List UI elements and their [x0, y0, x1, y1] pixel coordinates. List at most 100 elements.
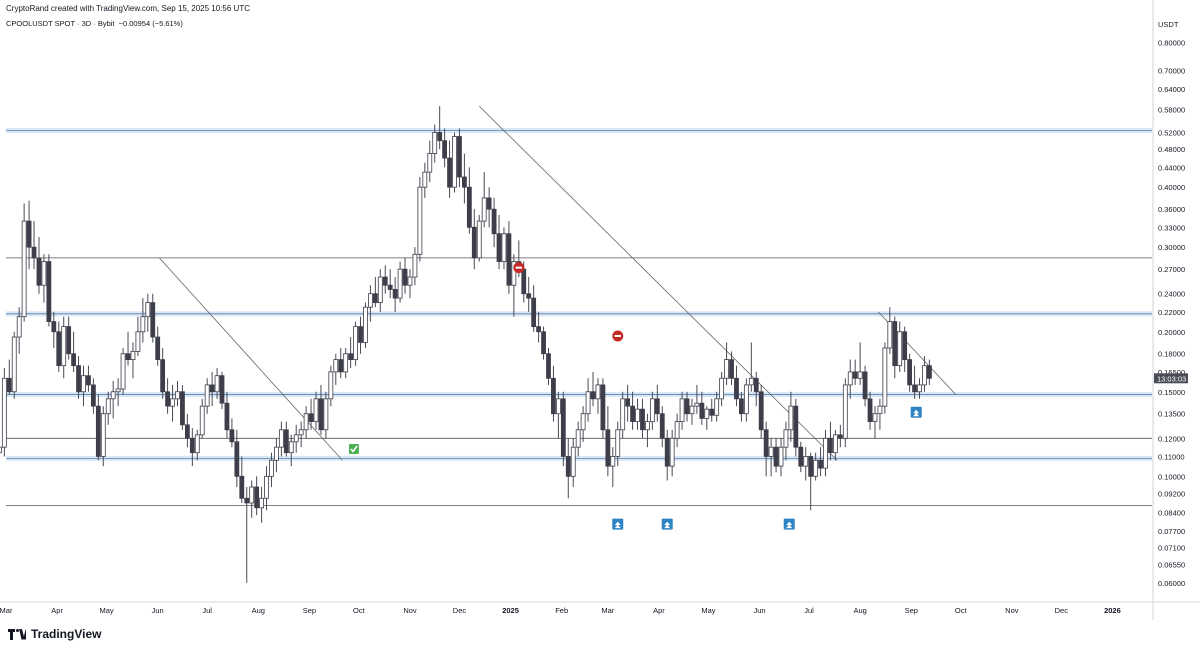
candle-body[interactable]: [288, 441, 294, 454]
candle-body[interactable]: [620, 398, 626, 431]
candle-body[interactable]: [36, 257, 42, 286]
candle-body[interactable]: [194, 434, 200, 454]
candle-body[interactable]: [837, 434, 843, 439]
candle-body[interactable]: [387, 284, 393, 290]
no-entry-icon[interactable]: [513, 262, 525, 274]
candle-body[interactable]: [679, 398, 685, 423]
candle-body[interactable]: [145, 302, 151, 318]
candle-body[interactable]: [823, 437, 828, 469]
candle-body[interactable]: [165, 391, 170, 407]
candle-body[interactable]: [833, 434, 838, 454]
trendline[interactable]: [159, 257, 343, 461]
candle-body[interactable]: [303, 413, 309, 431]
candle-body[interactable]: [570, 446, 576, 477]
candle-body[interactable]: [922, 365, 927, 386]
candle-body[interactable]: [363, 306, 368, 343]
candle-body[interactable]: [847, 371, 853, 386]
candle-body[interactable]: [595, 384, 601, 400]
candle-body[interactable]: [140, 316, 146, 333]
symbol-legend[interactable]: CPOOLUSDT SPOT · 3D · Bybit −0.00954 (−5…: [6, 19, 183, 28]
candle-body[interactable]: [857, 371, 863, 379]
candle-body[interactable]: [90, 384, 96, 407]
candle-body[interactable]: [828, 437, 833, 454]
candle-body[interactable]: [175, 391, 180, 400]
candle-body[interactable]: [773, 446, 779, 467]
candle-body[interactable]: [506, 233, 512, 286]
candle-body[interactable]: [625, 398, 631, 407]
candle-body[interactable]: [343, 353, 349, 373]
candle-body[interactable]: [862, 371, 868, 400]
candle-body[interactable]: [466, 186, 472, 228]
candle-body[interactable]: [254, 486, 260, 509]
candle-body[interactable]: [150, 302, 156, 338]
candle-body[interactable]: [640, 408, 645, 431]
candle-body[interactable]: [234, 441, 240, 477]
candle-body[interactable]: [224, 402, 230, 431]
trendline[interactable]: [478, 105, 838, 461]
candle-body[interactable]: [897, 331, 903, 367]
candle-body[interactable]: [659, 413, 665, 439]
candle-body[interactable]: [368, 293, 373, 308]
candle-body[interactable]: [511, 261, 517, 286]
candle-body[interactable]: [61, 326, 67, 367]
candle-body[interactable]: [6, 377, 12, 393]
candle-body[interactable]: [793, 405, 799, 448]
candle-body[interactable]: [565, 456, 571, 477]
candle-body[interactable]: [81, 375, 86, 393]
candle-body[interactable]: [318, 398, 324, 431]
candle-body[interactable]: [422, 171, 428, 188]
candle-body[interactable]: [382, 276, 388, 286]
candle-body[interactable]: [229, 429, 235, 443]
candle-body[interactable]: [590, 391, 596, 400]
candle-body[interactable]: [526, 293, 532, 299]
candle-body[interactable]: [758, 391, 764, 431]
check-icon[interactable]: [348, 443, 359, 454]
candle-body[interactable]: [170, 398, 175, 407]
candle-body[interactable]: [536, 326, 542, 333]
candle-body[interactable]: [867, 398, 873, 423]
candle-body[interactable]: [189, 437, 195, 454]
tradingview-logo[interactable]: TradingView: [8, 627, 101, 641]
candle-body[interactable]: [600, 384, 606, 431]
candle-body[interactable]: [610, 456, 616, 467]
candle-body[interactable]: [204, 384, 210, 407]
candle-body[interactable]: [274, 446, 279, 461]
candle-body[interactable]: [699, 402, 705, 419]
candle-body[interactable]: [645, 421, 650, 431]
candle-body[interactable]: [783, 429, 789, 448]
candle-body[interactable]: [852, 371, 858, 379]
candle-body[interactable]: [704, 408, 710, 419]
candle-body[interactable]: [743, 384, 749, 415]
candle-body[interactable]: [768, 446, 774, 457]
candle-body[interactable]: [521, 268, 527, 295]
candle-body[interactable]: [452, 136, 457, 188]
candle-body[interactable]: [902, 331, 908, 361]
candle-body[interactable]: [412, 253, 418, 278]
candle-body[interactable]: [313, 398, 319, 423]
candle-body[interactable]: [46, 261, 52, 322]
candle-body[interactable]: [66, 326, 72, 355]
candle-body[interactable]: [887, 321, 893, 349]
candle-body[interactable]: [293, 434, 299, 443]
candle-body[interactable]: [531, 297, 537, 328]
candle-body[interactable]: [402, 268, 408, 286]
candle-body[interactable]: [763, 429, 769, 457]
candle-body[interactable]: [308, 413, 314, 423]
candle-body[interactable]: [31, 246, 37, 259]
candle-body[interactable]: [348, 353, 354, 361]
candle-body[interactable]: [11, 336, 17, 393]
candle-body[interactable]: [328, 371, 334, 400]
candle-body[interactable]: [51, 321, 57, 333]
candle-body[interactable]: [813, 459, 819, 477]
candle-body[interactable]: [551, 377, 556, 415]
candle-body[interactable]: [496, 233, 502, 262]
up-arrow-box-icon[interactable]: [910, 406, 922, 418]
candle-body[interactable]: [86, 375, 91, 386]
candle-body[interactable]: [808, 456, 814, 477]
candle-body[interactable]: [135, 331, 141, 352]
candle-body[interactable]: [442, 140, 448, 159]
candle-body[interactable]: [818, 459, 823, 469]
candle-body[interactable]: [358, 326, 363, 343]
candle-body[interactable]: [461, 176, 467, 188]
